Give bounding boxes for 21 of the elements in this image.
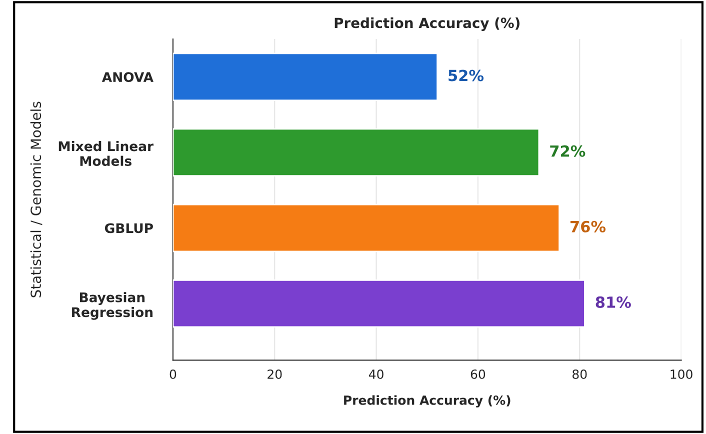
data-label: 76% (570, 220, 606, 232)
bar (172, 279, 586, 328)
y-tick-label: GBLUP (104, 223, 153, 234)
data-label: 81% (596, 296, 631, 308)
y-tick-label: Mixed Linear Models (58, 141, 154, 166)
bar (172, 128, 540, 177)
data-label: 52% (448, 70, 484, 82)
x-tick-label: 0 (170, 369, 176, 379)
bar (172, 204, 560, 252)
y-tick-label: ANOVA (102, 72, 154, 82)
x-tick-label: 80 (572, 369, 587, 379)
x-axis-title: Prediction Accuracy (%) (344, 395, 510, 408)
x-tick-label: 40 (368, 369, 384, 379)
x-tick-label: 20 (268, 369, 282, 379)
x-tick-label: 60 (470, 369, 486, 379)
y-tick-label: Bayesian Regression (72, 292, 152, 320)
chart-title: Prediction Accuracy (%) (334, 17, 520, 31)
y-axis-title: Statistical / Genomic Models (30, 102, 42, 298)
data-label: 72% (550, 145, 586, 157)
x-tick-label: 100 (670, 369, 692, 379)
bar (172, 52, 438, 101)
